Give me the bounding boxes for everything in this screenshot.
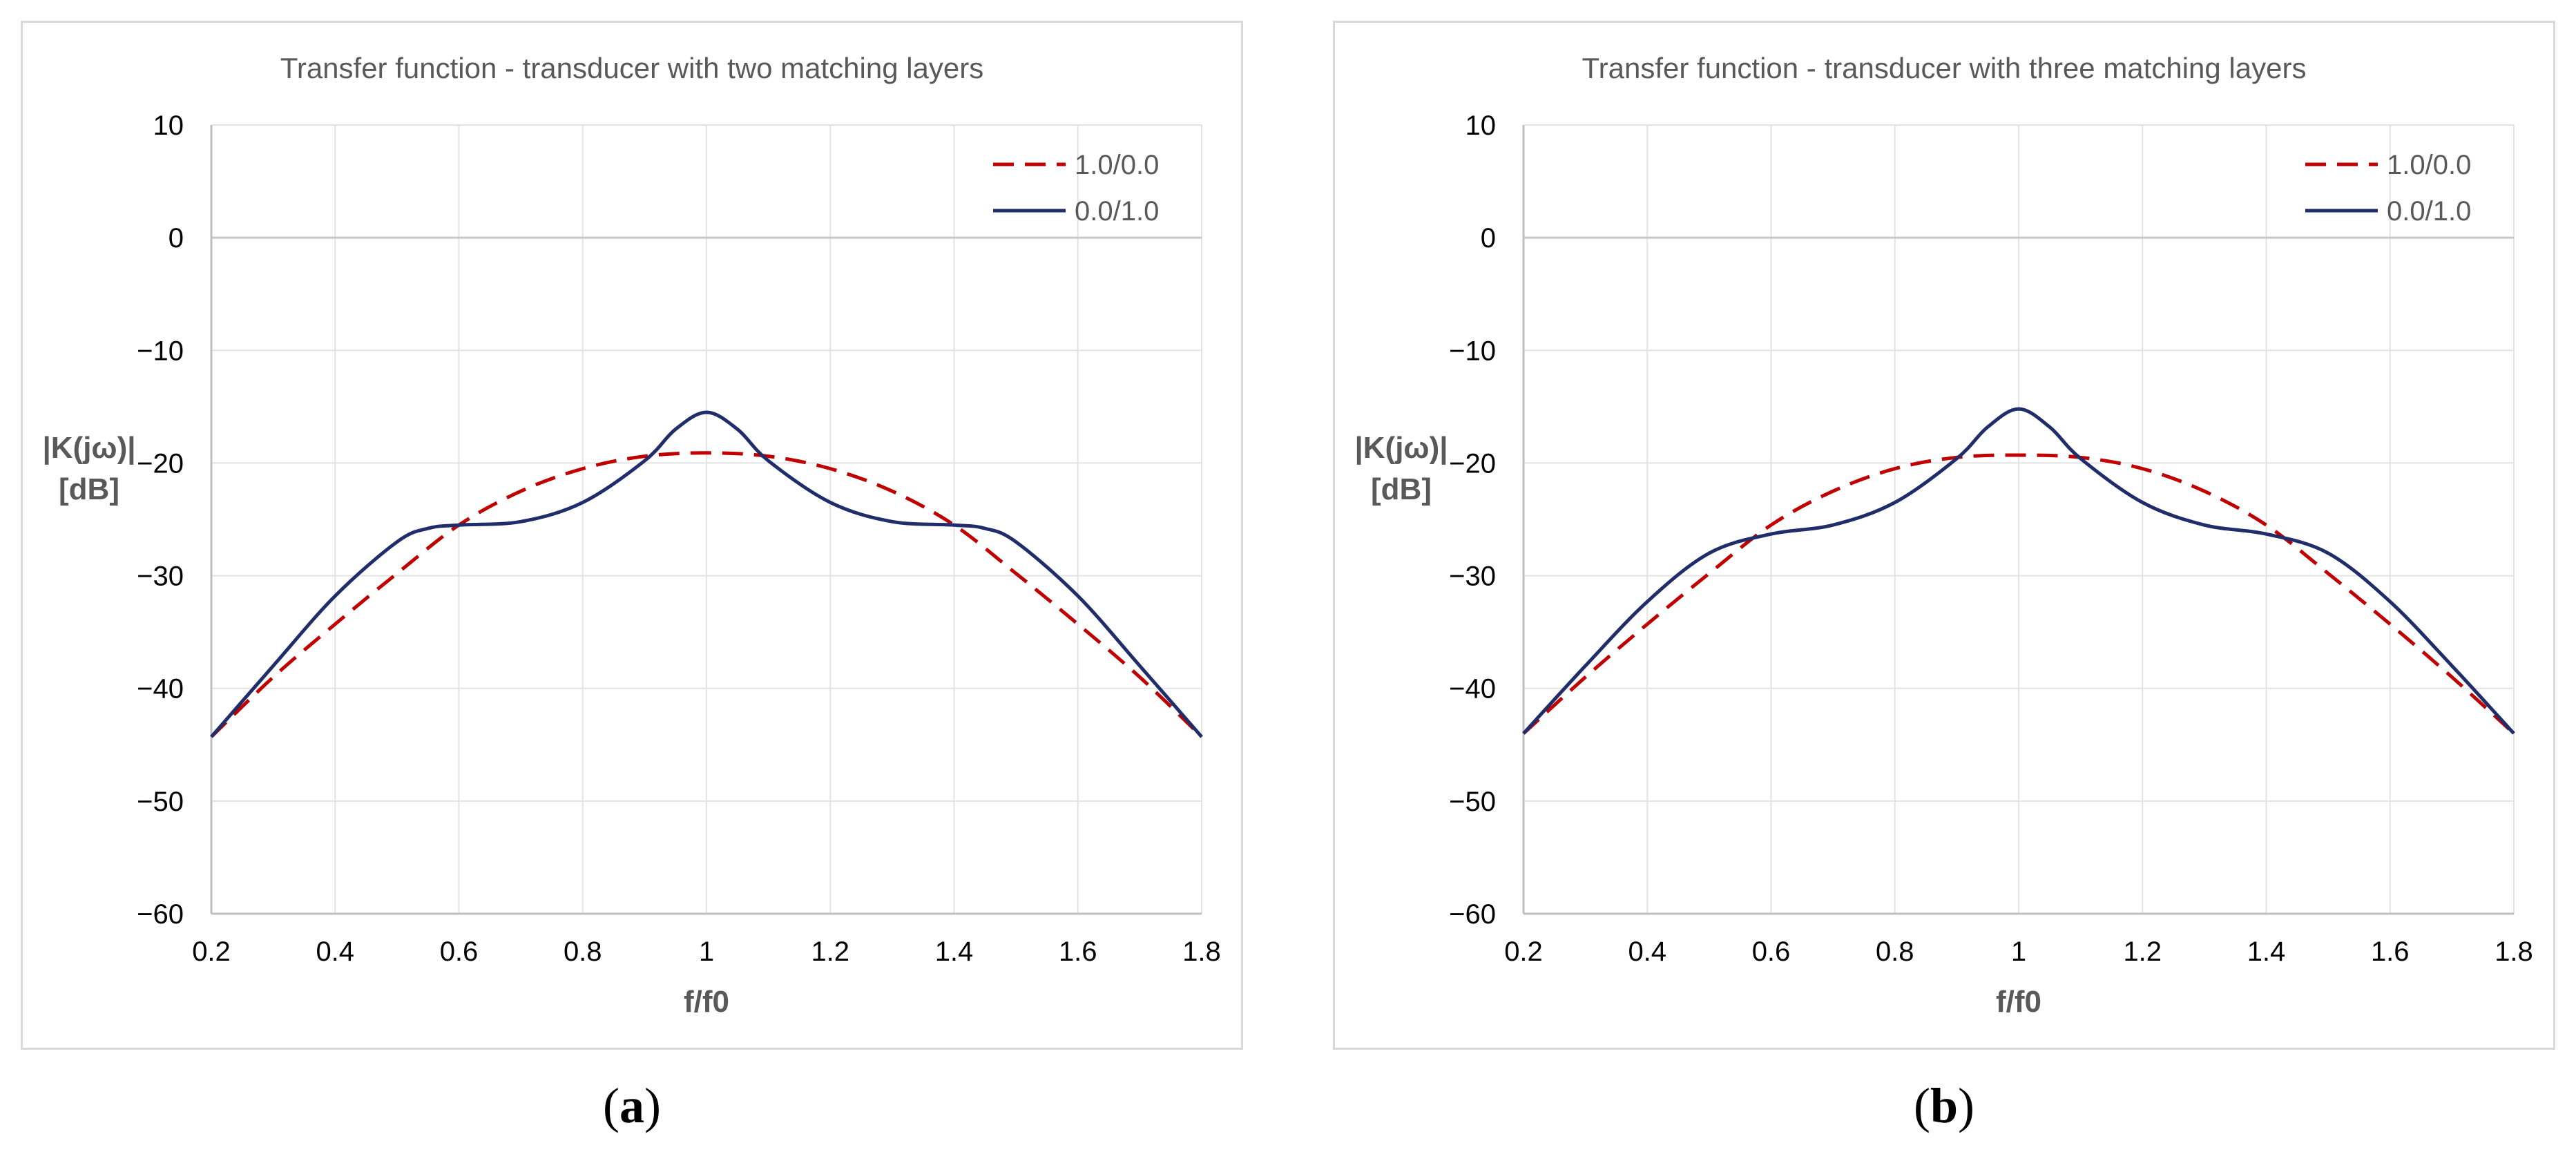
series-line-solid (1522, 407, 2515, 735)
x-tick-label: 1.6 (1059, 937, 1097, 967)
y-axis-label: |K(jω)| (1354, 431, 1448, 465)
x-tick-label: 1.2 (2123, 937, 2162, 967)
y-tick-label: 10 (1465, 111, 1497, 141)
x-tick-label: 0.4 (316, 937, 354, 967)
y-tick-label: −60 (137, 899, 184, 930)
x-tick-label: 1.4 (935, 937, 974, 967)
y-tick-label: −10 (1449, 336, 1496, 366)
x-tick-label: 0.2 (1504, 937, 1543, 967)
chart-b: Transfer function - transducer with thre… (1354, 52, 2533, 1019)
x-tick-label: 1.4 (2247, 937, 2286, 967)
series-line-dashed (1522, 453, 2515, 735)
x-tick-label: 1.2 (811, 937, 849, 967)
chart-panel-a: Transfer function - transducer with two … (21, 21, 1243, 1050)
x-tick-label: 0.4 (1628, 937, 1666, 967)
y-tick-label: −50 (137, 787, 184, 817)
y-tick-label: −20 (1449, 448, 1496, 479)
y-tick-label: −30 (1449, 561, 1496, 592)
y-axis-label: [dB] (59, 472, 119, 506)
y-tick-label: −10 (137, 336, 184, 366)
x-tick-label: 0.8 (1876, 937, 1914, 967)
x-axis-label: f/f0 (684, 985, 729, 1019)
x-tick-label: 0.6 (1752, 937, 1791, 967)
y-axis-label: |K(jω)| (42, 431, 135, 465)
caption-b-letter: b (1930, 1078, 1959, 1133)
y-tick-label: −30 (137, 561, 184, 592)
y-tick-label: 0 (169, 223, 184, 253)
legend-label: 0.0/1.0 (1075, 196, 1159, 227)
caption-a-letter: a (619, 1078, 644, 1133)
y-tick-label: 10 (153, 111, 184, 141)
x-tick-label: 1 (2011, 937, 2026, 967)
legend-label: 0.0/1.0 (2387, 196, 2471, 227)
chart-title: Transfer function - transducer with thre… (1582, 52, 2307, 84)
caption-a: (a) (603, 1078, 661, 1133)
y-tick-label: 0 (1481, 223, 1496, 253)
x-tick-label: 0.8 (564, 937, 602, 967)
y-axis-label: [dB] (1371, 472, 1432, 506)
x-tick-label: 1 (699, 937, 714, 967)
series-line-solid (210, 410, 1203, 738)
y-tick-label: −60 (1449, 899, 1496, 930)
x-tick-label: 0.2 (192, 937, 231, 967)
x-tick-label: 0.6 (440, 937, 479, 967)
x-tick-label: 1.6 (2371, 937, 2410, 967)
caption-b: (b) (1913, 1078, 1974, 1133)
chart-panel-b: Transfer function - transducer with thre… (1333, 21, 2555, 1050)
chart-a: Transfer function - transducer with two … (42, 52, 1221, 1019)
y-tick-label: −20 (137, 448, 184, 479)
x-axis-label: f/f0 (1996, 985, 2041, 1019)
y-tick-label: −50 (1449, 787, 1496, 817)
x-tick-label: 1.8 (1182, 937, 1221, 967)
series-line-dashed (210, 451, 1203, 738)
x-tick-label: 1.8 (2495, 937, 2533, 967)
chart-title: Transfer function - transducer with two … (280, 52, 984, 84)
legend-label: 1.0/0.0 (2387, 150, 2471, 180)
y-tick-label: −40 (1449, 674, 1496, 704)
y-tick-label: −40 (137, 674, 184, 704)
legend-label: 1.0/0.0 (1075, 150, 1159, 180)
